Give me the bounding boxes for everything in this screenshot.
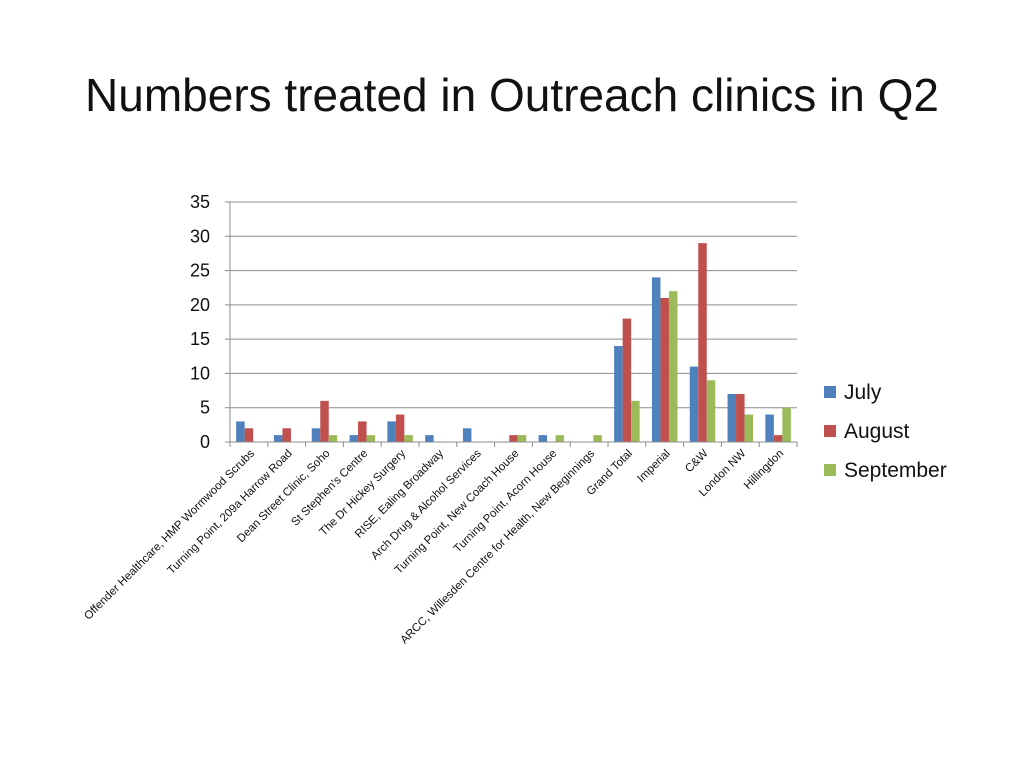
legend-swatch-july [824,386,836,398]
bar-august-11 [660,298,669,442]
x-axis-category-labels: Offender Healthcare, HMP Wormwood Scrubs… [82,447,786,646]
bar-september-11 [668,291,678,442]
bar-july-14 [765,414,774,442]
bar-august-14 [773,435,783,442]
bar-july-2 [311,428,321,442]
x-category-label: Imperial [635,448,672,485]
axes [225,201,798,447]
y-tick-label: 30 [190,226,210,246]
bar-july-0 [236,421,245,442]
bar-september-14 [782,407,791,442]
bar-september-7 [517,435,527,442]
bar-september-3 [366,435,376,442]
bar-august-12 [698,243,707,442]
bar-august-0 [244,428,254,442]
bar-august-10 [622,318,632,442]
bar-september-4 [404,435,413,442]
bar-august-1 [282,428,291,442]
bar-august-2 [320,400,329,442]
x-category-label: Hillingdon [742,448,786,492]
bar-july-5 [425,435,434,442]
bar-july-8 [538,435,548,442]
bar-july-4 [387,421,396,442]
bar-september-10 [631,400,640,442]
legend-label-september: September [844,459,947,482]
bar-september-12 [706,380,716,442]
bar-august-4 [395,414,405,442]
legend-swatch-august [824,425,836,437]
gridlines [230,201,797,409]
bar-july-12 [689,366,699,442]
y-tick-label: 10 [190,363,210,383]
bar-august-13 [736,394,745,442]
y-tick-label: 5 [200,398,210,418]
legend: July August September [824,381,947,482]
bar-september-2 [328,435,338,442]
legend-swatch-september [824,464,836,476]
x-category-label: C&W [683,448,711,476]
bar-september-9 [593,435,602,442]
y-axis-ticks: 0 5 10 15 20 25 30 35 [190,192,210,452]
bar-august-3 [358,421,367,442]
bar-july-1 [273,435,283,442]
y-tick-label: 35 [190,192,210,212]
slide-title: Numbers treated in Outreach clinics in Q… [85,69,939,121]
bar-july-11 [651,277,661,442]
bar-september-13 [744,414,754,442]
bar-july-6 [462,428,472,442]
bar-august-7 [509,435,518,442]
x-category-label: Offender Healthcare, HMP Wormwood Scrubs [82,447,257,622]
bar-july-10 [614,346,623,442]
legend-label-august: August [844,420,910,443]
y-tick-label: 20 [190,295,210,315]
y-tick-label: 15 [190,329,210,349]
bar-september-8 [555,435,565,442]
legend-label-july: July [844,381,882,404]
bars [236,243,791,442]
bar-july-3 [349,435,359,442]
y-tick-label: 0 [200,432,210,452]
bar-july-13 [727,394,737,442]
y-tick-label: 25 [190,261,210,281]
